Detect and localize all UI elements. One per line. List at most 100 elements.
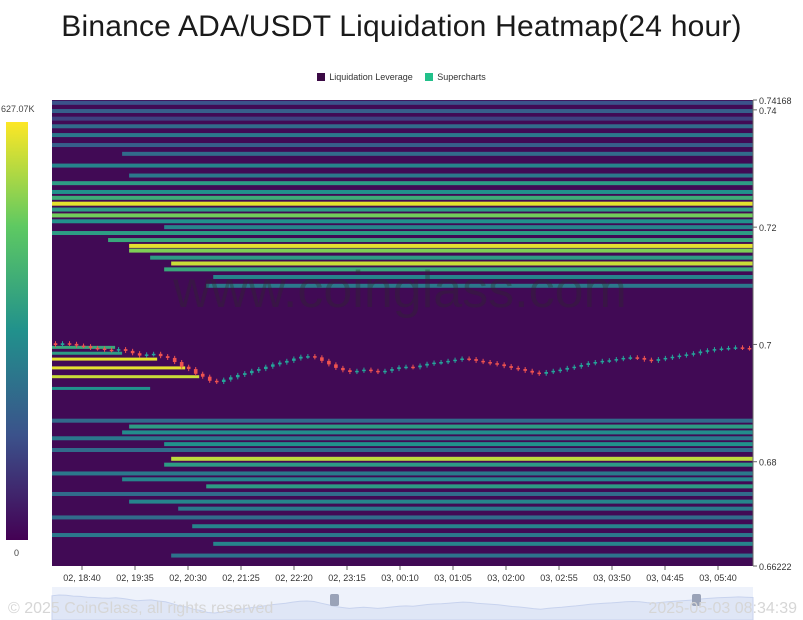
liquidation-band (52, 219, 753, 224)
candle-body (446, 360, 450, 363)
liquidation-band (52, 143, 753, 148)
candle-body (572, 366, 577, 369)
time-navigator[interactable] (51, 587, 754, 620)
candle-body (656, 359, 661, 361)
liquidation-band (122, 151, 754, 156)
y-tick-label: 0.66222 (759, 562, 792, 572)
candle-body (186, 366, 191, 370)
liquidation-band (52, 195, 753, 200)
liquidation-band (52, 189, 753, 194)
candle-body (558, 369, 563, 372)
liquidation-band (164, 225, 753, 230)
candle-body (158, 353, 163, 357)
liquidation-band (213, 541, 754, 546)
candle-body (467, 358, 471, 361)
plot-area (52, 100, 753, 566)
candle-body (684, 354, 689, 356)
liquidation-band (150, 255, 753, 260)
liquidation-band (129, 424, 754, 429)
candle-body (621, 357, 626, 360)
liquidation-band (164, 442, 753, 447)
x-tick-label: 03, 00:10 (381, 573, 419, 583)
legend-swatch-supercharts (425, 73, 434, 81)
left-liquidation-band (52, 366, 186, 370)
candle-body (663, 357, 668, 360)
candle-body (179, 362, 184, 367)
candle-body (221, 379, 226, 382)
candle-body (607, 360, 612, 362)
left-liquidation-band (52, 375, 200, 379)
candle-body (172, 357, 177, 363)
liquidation-band (171, 456, 754, 461)
candle-body (460, 358, 464, 361)
candle-body (306, 356, 310, 358)
candle-body (586, 363, 591, 365)
candle-body (67, 343, 72, 345)
candle-body (285, 360, 289, 363)
candle-body (439, 362, 443, 364)
candle-body (719, 348, 724, 351)
liquidation-band (52, 533, 753, 538)
candle-body (390, 369, 394, 371)
x-tick-label: 03, 02:00 (487, 573, 525, 583)
candle-body (404, 366, 408, 369)
candle-body (137, 353, 142, 356)
candle-body (383, 370, 387, 373)
candle-body (635, 357, 640, 359)
candle-body (327, 360, 331, 365)
candle-body (320, 357, 324, 361)
footer-copyright: © 2025 CoinGlass, all rights reserved (8, 600, 274, 617)
legend-label-liquidation-leverage: Liquidation Leverage (329, 72, 413, 82)
x-tick-label: 02, 22:20 (275, 573, 313, 583)
colorbar-max-label: 627.07K (1, 104, 35, 114)
candle-body (691, 353, 696, 355)
y-tick-label: 0.68 (759, 458, 777, 468)
candle-body (369, 369, 373, 372)
candle-body (53, 343, 58, 346)
candle-body (264, 366, 268, 370)
price-candles (53, 341, 752, 385)
candle-body (95, 347, 100, 350)
candle-body (677, 355, 682, 358)
candle-body (425, 363, 429, 366)
candle-body (348, 370, 352, 372)
liquidation-band (213, 274, 754, 279)
left-liquidation-band (52, 386, 151, 390)
candle-body (488, 362, 492, 364)
liquidation-band (52, 100, 753, 105)
candle-body (74, 343, 79, 346)
navigator-left-handle[interactable] (330, 594, 339, 606)
candle-body (670, 356, 675, 359)
liquidation-band (164, 462, 753, 467)
legend-item-supercharts[interactable]: Supercharts (425, 72, 486, 82)
candle-body (698, 351, 703, 354)
liquidation-band (52, 418, 753, 423)
liquidation-band (129, 499, 754, 504)
liquidation-bands (52, 100, 754, 558)
x-tick-label: 03, 05:40 (699, 573, 737, 583)
chart-legend: Liquidation Leverage Supercharts (0, 72, 803, 82)
liquidation-band (52, 109, 753, 114)
liquidation-band (129, 173, 754, 178)
navigator-series (51, 594, 754, 620)
candle-body (334, 364, 338, 368)
candle-body (102, 348, 107, 351)
liquidation-band (122, 430, 754, 435)
legend-item-liquidation-leverage[interactable]: Liquidation Leverage (317, 72, 413, 82)
candle-body (207, 376, 212, 381)
liquidation-band (206, 283, 754, 288)
watermark: www.coinglass.com (172, 261, 627, 319)
candle-body (355, 370, 359, 373)
candle-body (712, 349, 717, 351)
chart-title: Binance ADA/USDT Liquidation Heatmap(24 … (61, 10, 742, 43)
candle-body (116, 349, 121, 351)
candle-body (523, 369, 527, 371)
legend-swatch-liquidation-leverage (317, 73, 326, 81)
candle-body (628, 357, 633, 359)
navigator-right-handle[interactable] (692, 594, 701, 606)
candle-body (88, 346, 93, 348)
liquidation-band (192, 524, 753, 529)
legend-label-supercharts: Supercharts (437, 72, 486, 82)
